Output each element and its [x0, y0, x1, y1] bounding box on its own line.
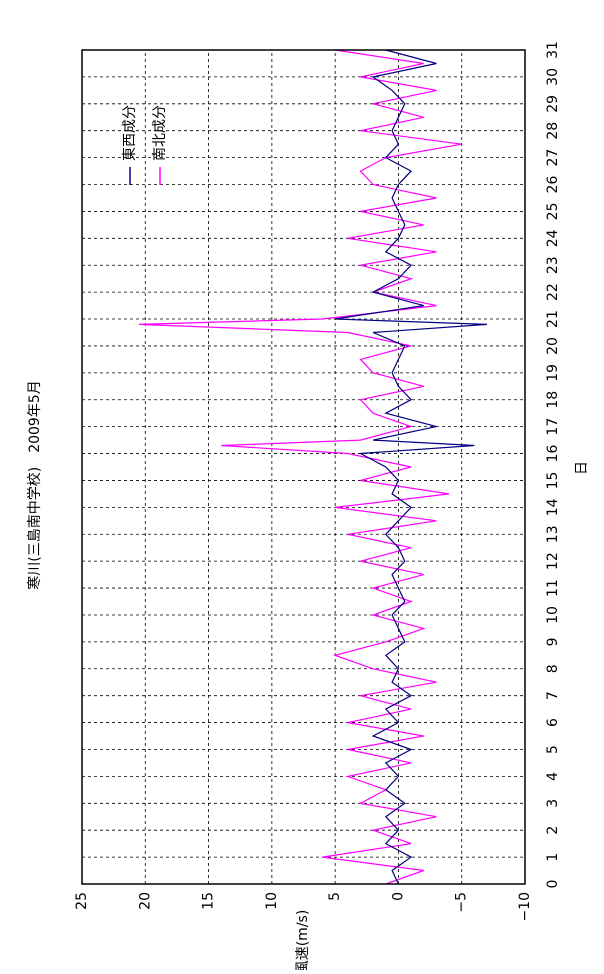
x-tick-label: 0 [545, 880, 561, 889]
x-tick-label: 5 [545, 745, 561, 754]
y-tick-label: 0 [390, 892, 406, 901]
rotated-chart: 寒川(三島南中学校) 2009年5月 日 風速(m/s) 01234567891… [26, 41, 590, 974]
x-tick-label: 28 [545, 122, 561, 140]
x-tick-label: 21 [545, 310, 561, 328]
x-tick-label: 19 [545, 364, 561, 382]
x-tick-label: 15 [545, 472, 561, 490]
x-tick-label: 16 [545, 445, 561, 463]
x-tick-label: 14 [545, 498, 561, 516]
y-tick-label: 10 [264, 892, 280, 910]
x-tick-label: 11 [545, 579, 561, 597]
plot-frame [81, 49, 526, 885]
x-tick-label: 2 [545, 826, 561, 835]
y-tick-label: −10 [517, 892, 533, 922]
x-axis-label: 日 [574, 461, 590, 475]
x-tick-label: 12 [545, 552, 561, 570]
x-tick-label: 20 [545, 337, 561, 355]
data-line [138, 49, 462, 885]
x-tick-label: 24 [545, 229, 561, 247]
x-tick-label: 13 [545, 525, 561, 543]
y-tick-label: 25 [74, 892, 90, 910]
x-tick-label: 31 [545, 41, 561, 59]
legend-label: 南北成分 [152, 105, 168, 161]
legend-label: 東西成分 [122, 105, 138, 161]
x-tick-label: 7 [545, 691, 561, 700]
x-tick-label: 29 [545, 95, 561, 113]
x-tick-label: 22 [545, 283, 561, 301]
x-tick-label: 4 [545, 772, 561, 781]
x-tick-label: 27 [545, 149, 561, 167]
y-axis-label: 風速(m/s) [295, 910, 311, 970]
data-line [335, 49, 488, 885]
x-tick-label: 8 [545, 664, 561, 673]
x-tick-label: 3 [545, 799, 561, 808]
x-tick-label: 23 [545, 256, 561, 274]
y-tick-label: 15 [201, 892, 217, 910]
chart-title: 寒川(三島南中学校) 2009年5月 [26, 380, 43, 589]
y-tick-label: −5 [454, 892, 470, 913]
x-tick-label: 18 [545, 391, 561, 409]
x-tick-label: 30 [545, 68, 561, 86]
x-tick-label: 26 [545, 176, 561, 194]
x-tick-label: 9 [545, 637, 561, 646]
y-tick-label: 20 [137, 892, 153, 910]
x-tick-label: 10 [545, 606, 561, 624]
x-tick-label: 17 [545, 418, 561, 436]
x-tick-label: 25 [545, 203, 561, 221]
x-tick-label: 6 [545, 718, 561, 727]
x-tick-label: 1 [545, 853, 561, 862]
y-tick-label: 5 [327, 892, 343, 901]
